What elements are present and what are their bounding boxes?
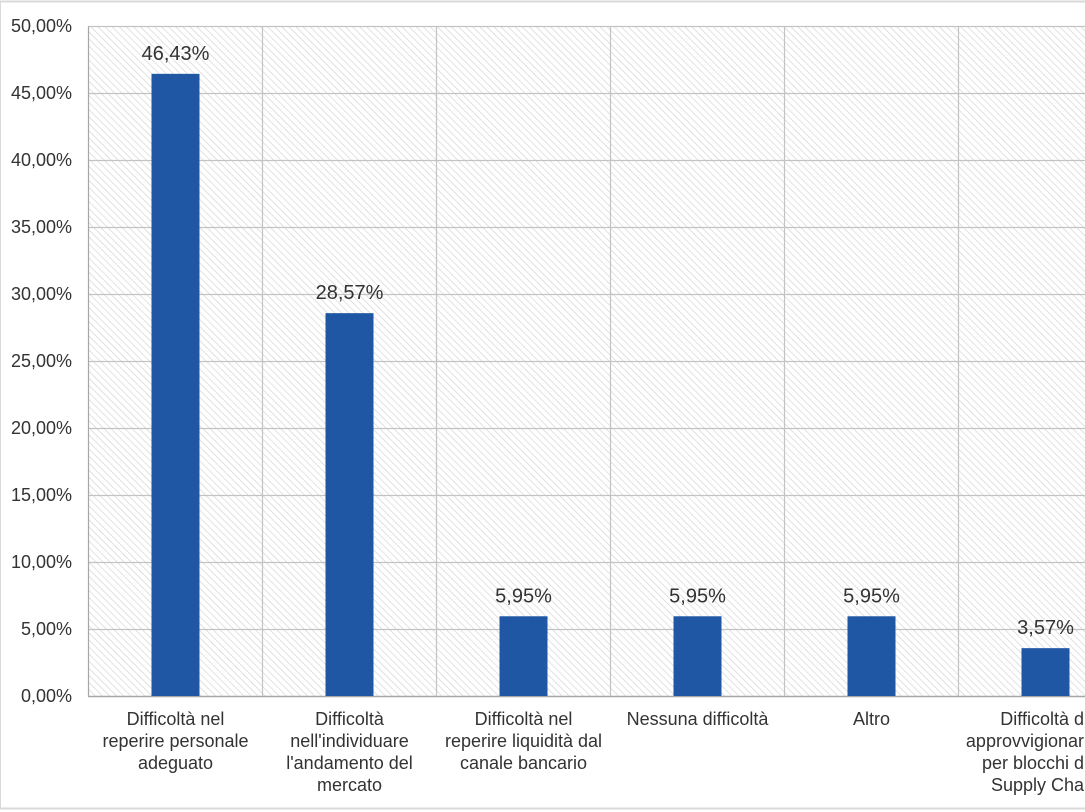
category-label: Difficoltà nel reperire liquidità dal cana… [445, 709, 602, 773]
bar [325, 313, 374, 696]
category-label: Nessuna difficoltà [627, 709, 770, 729]
bar-value-label: 5,95% [843, 585, 900, 607]
x-axis: Difficoltà nel reperire personale adeguato… [102, 709, 1085, 795]
bars [151, 73, 1070, 696]
bar [499, 616, 548, 696]
y-tick-label: 15,00% [11, 485, 72, 505]
bar [847, 616, 896, 696]
gridlines [87, 25, 1085, 698]
bar-value-label: 5,95% [669, 585, 726, 607]
bar [151, 73, 200, 696]
y-tick-label: 30,00% [11, 284, 72, 304]
bar [1021, 648, 1070, 696]
y-tick-label: 45,00% [11, 83, 72, 103]
bar-value-label: 5,95% [495, 585, 552, 607]
bar [673, 616, 722, 696]
bar-value-label: 28,57% [316, 282, 384, 304]
bar-value-label: 46,43% [142, 43, 210, 65]
bar-value-label: 3,57% [1017, 617, 1074, 639]
y-tick-label: 10,00% [11, 552, 72, 572]
y-axis: 0,00% 5,00% 10,00% 15,00% 20,00% 25,00% 30,00%… [11, 16, 72, 706]
y-tick-label: 20,00% [11, 418, 72, 438]
y-tick-label: 50,00% [11, 16, 72, 36]
category-label: Difficoltà nel reperire personale adeguato [102, 709, 248, 773]
category-label: Altro [853, 709, 890, 729]
y-tick-label: 35,00% [11, 217, 72, 237]
value-labels: 46,43% 28,57% 5,95% 5,95% 5,95% 3,57% [142, 43, 1074, 639]
category-label: Difficoltà nell'individuare l'andamento de… [286, 709, 413, 795]
y-tick-label: 40,00% [11, 150, 72, 170]
y-tick-label: 25,00% [11, 351, 72, 371]
y-tick-label: 0,00% [21, 686, 72, 706]
y-tick-label: 5,00% [21, 619, 72, 639]
